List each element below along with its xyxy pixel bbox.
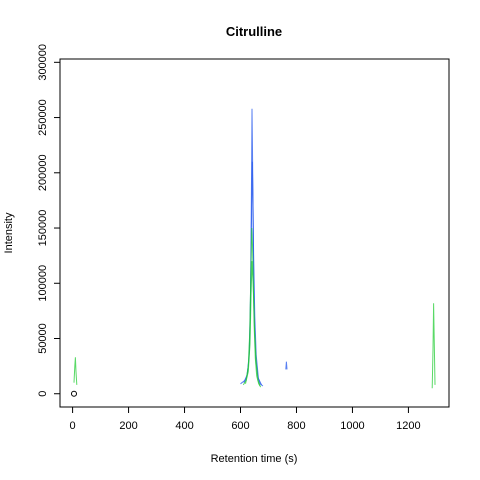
y-tick-label: 150000 — [37, 210, 49, 247]
x-tick-label: 400 — [175, 420, 193, 432]
point-layer — [70, 390, 77, 397]
series-line-5 — [431, 303, 436, 389]
x-tick-label: 600 — [231, 420, 249, 432]
series-line-6 — [285, 361, 288, 370]
y-tick-label: 300000 — [37, 44, 49, 81]
y-axis: 0 50000 100000 150000 200000 250000 300000 — [37, 44, 61, 397]
y-tick-label: 100000 — [37, 265, 49, 302]
y-tick-label: 0 — [37, 391, 49, 397]
y-axis-label: Intensity — [3, 212, 15, 253]
x-tick-label: 800 — [287, 420, 305, 432]
x-axis: 0 200 400 600 800 1000 1200 — [70, 406, 421, 432]
series-layer — [73, 108, 436, 389]
y-tick-label: 250000 — [37, 99, 49, 136]
series-line-3 — [245, 261, 261, 387]
y-tick-label: 200000 — [37, 154, 49, 191]
data-point — [70, 390, 77, 397]
x-tick-label: 0 — [70, 420, 76, 432]
x-tick-label: 1200 — [396, 420, 420, 432]
x-tick-label: 200 — [119, 420, 137, 432]
x-tick-label: 1000 — [340, 420, 364, 432]
x-axis-label: Retention time (s) — [211, 453, 298, 465]
series-line-4 — [73, 357, 78, 385]
y-tick-label: 50000 — [37, 323, 49, 354]
chart-title: Citrulline — [226, 24, 282, 39]
